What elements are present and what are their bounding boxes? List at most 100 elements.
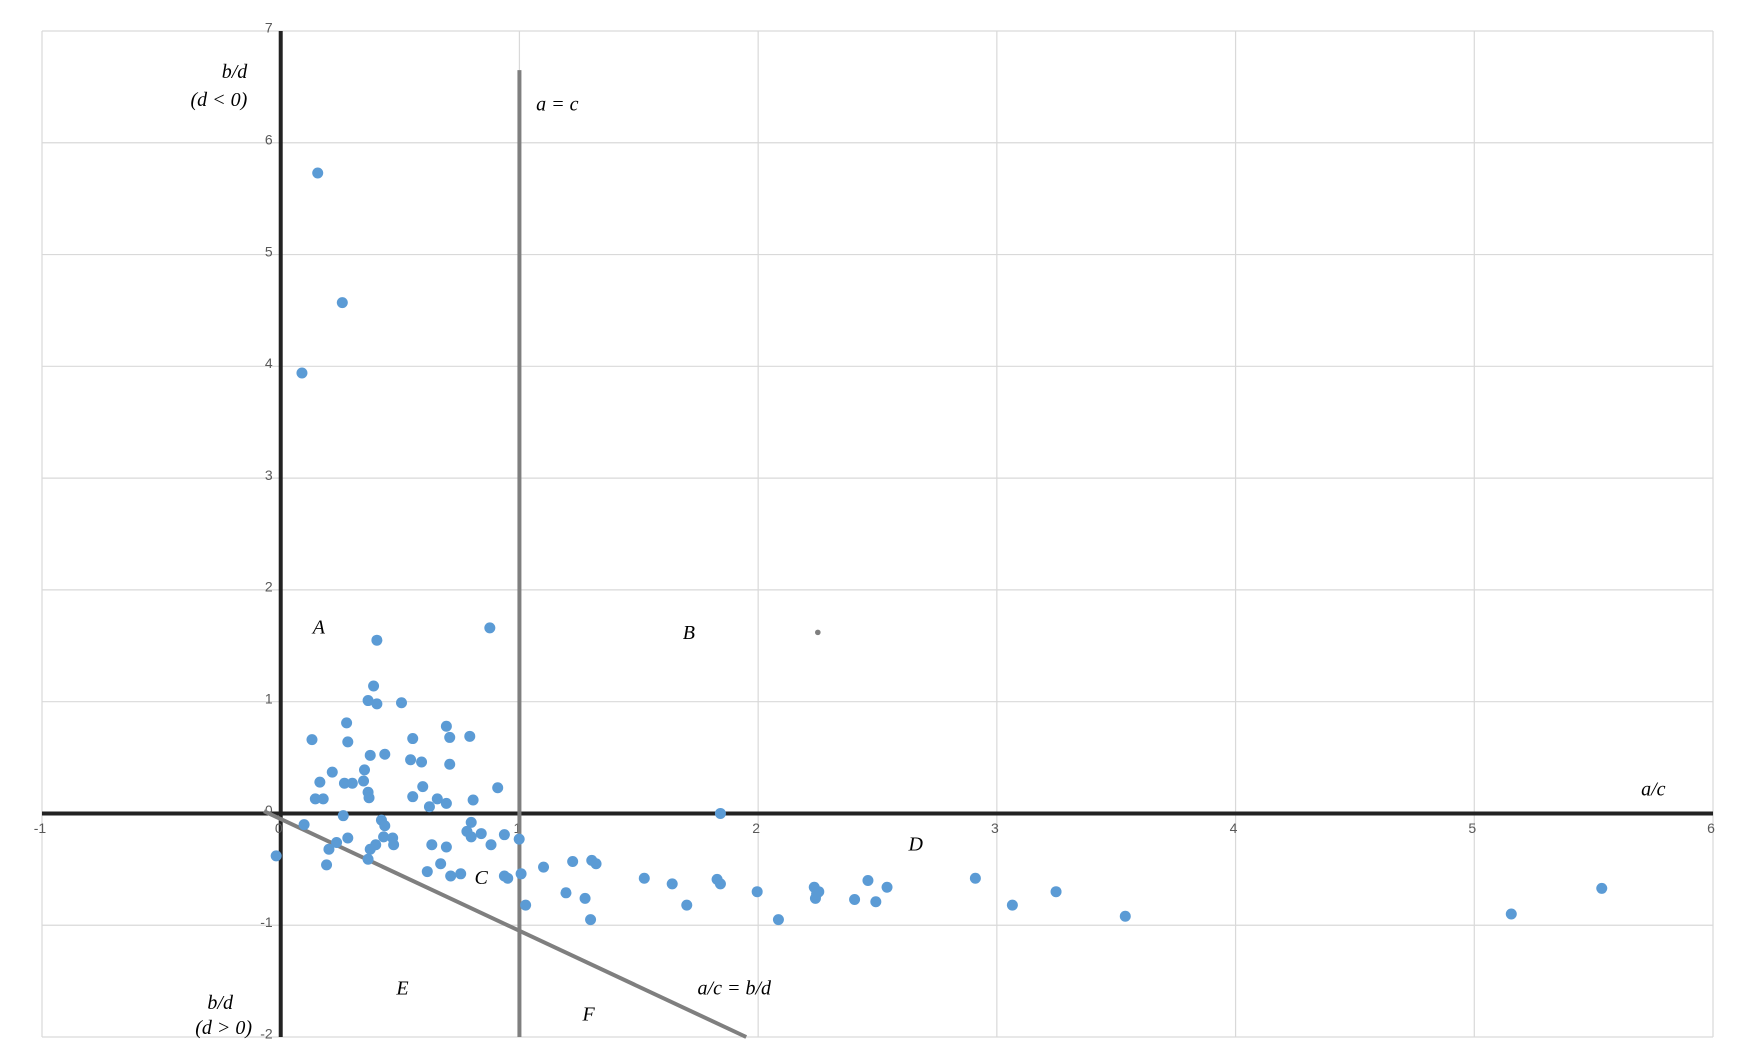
annotation: (d < 0) xyxy=(190,89,247,111)
data-point xyxy=(337,810,349,822)
y-tick-label: 0 xyxy=(265,802,273,818)
data-point xyxy=(371,698,383,710)
data-point xyxy=(362,853,374,865)
annotation: D xyxy=(907,833,923,855)
data-point xyxy=(590,858,602,870)
annotation: (d > 0) xyxy=(195,1017,252,1039)
x-tick-label: 2 xyxy=(752,820,760,836)
data-point xyxy=(502,872,514,884)
data-point xyxy=(492,782,504,794)
data-point xyxy=(498,829,510,841)
data-point xyxy=(306,734,318,746)
data-point xyxy=(359,764,371,776)
data-point xyxy=(772,914,784,926)
data-point xyxy=(342,736,354,748)
data-point xyxy=(681,899,693,911)
data-point xyxy=(515,868,527,880)
data-point xyxy=(811,888,823,900)
annotation: b/d xyxy=(207,992,234,1014)
data-point xyxy=(440,720,452,732)
data-point xyxy=(363,792,375,804)
reference-line xyxy=(263,809,748,1039)
data-point xyxy=(465,816,477,828)
x-tick-label: -1 xyxy=(34,820,47,836)
data-point xyxy=(426,839,438,851)
y-tick-label: 1 xyxy=(265,690,273,706)
y-tick-label: -2 xyxy=(260,1026,273,1042)
data-point xyxy=(513,833,525,845)
data-point xyxy=(336,297,348,309)
data-point xyxy=(467,794,479,806)
data-point xyxy=(484,622,496,634)
data-point xyxy=(321,859,333,871)
y-tick-label: -1 xyxy=(260,914,273,930)
data-point xyxy=(364,749,376,761)
data-point xyxy=(1050,886,1062,898)
data-point xyxy=(296,367,308,379)
data-point xyxy=(579,892,591,904)
data-point xyxy=(870,896,882,908)
annotation: a/c = b/d xyxy=(698,978,772,1000)
data-point xyxy=(388,839,400,851)
annotation: b/d xyxy=(222,61,249,83)
data-point xyxy=(364,843,376,855)
data-point xyxy=(309,793,321,805)
x-tick-label: 5 xyxy=(1468,820,1476,836)
data-point xyxy=(358,775,370,787)
x-tick-label: 3 xyxy=(991,820,999,836)
data-point xyxy=(849,894,861,906)
x-tick-label: 0 xyxy=(275,820,283,836)
data-point xyxy=(323,843,335,855)
data-point xyxy=(435,858,447,870)
data-point xyxy=(1006,899,1018,911)
data-point xyxy=(396,697,408,709)
data-point xyxy=(520,899,532,911)
data-point xyxy=(270,850,282,862)
data-point xyxy=(421,866,433,878)
data-point xyxy=(368,680,380,692)
data-point xyxy=(379,748,391,760)
data-point xyxy=(314,776,326,788)
y-tick-label: 3 xyxy=(265,467,273,483)
annotation: a/c xyxy=(1641,779,1666,801)
data-point xyxy=(440,841,452,853)
data-point xyxy=(338,777,350,789)
data-point xyxy=(538,861,550,873)
data-point xyxy=(666,878,678,890)
data-point xyxy=(862,875,874,887)
data-point xyxy=(407,791,419,803)
data-point xyxy=(444,758,456,770)
data-point xyxy=(815,629,821,636)
y-tick-label: 5 xyxy=(265,243,273,259)
data-point xyxy=(567,856,579,868)
data-point xyxy=(405,754,417,766)
data-point xyxy=(1119,910,1131,922)
annotation: E xyxy=(395,978,408,1000)
data-point xyxy=(312,167,324,179)
data-point xyxy=(638,872,650,884)
data-point xyxy=(475,828,487,840)
data-point xyxy=(331,837,343,849)
data-point xyxy=(378,831,390,843)
data-point xyxy=(440,797,452,809)
annotation: B xyxy=(683,622,695,644)
data-point xyxy=(485,839,497,851)
data-point xyxy=(379,820,391,832)
data-point xyxy=(417,781,429,793)
data-point xyxy=(714,878,726,890)
data-point xyxy=(445,870,457,882)
annotation: C xyxy=(475,867,489,889)
y-tick-label: 4 xyxy=(265,355,273,371)
data-point xyxy=(585,914,597,926)
annotation: F xyxy=(582,1003,596,1025)
data-point xyxy=(431,793,443,805)
data-point xyxy=(326,766,338,778)
data-point xyxy=(714,807,726,819)
data-point xyxy=(444,731,456,743)
data-point xyxy=(465,831,477,843)
data-point xyxy=(464,730,476,742)
data-point xyxy=(317,793,329,805)
annotation: A xyxy=(311,617,326,639)
data-point xyxy=(407,733,419,745)
